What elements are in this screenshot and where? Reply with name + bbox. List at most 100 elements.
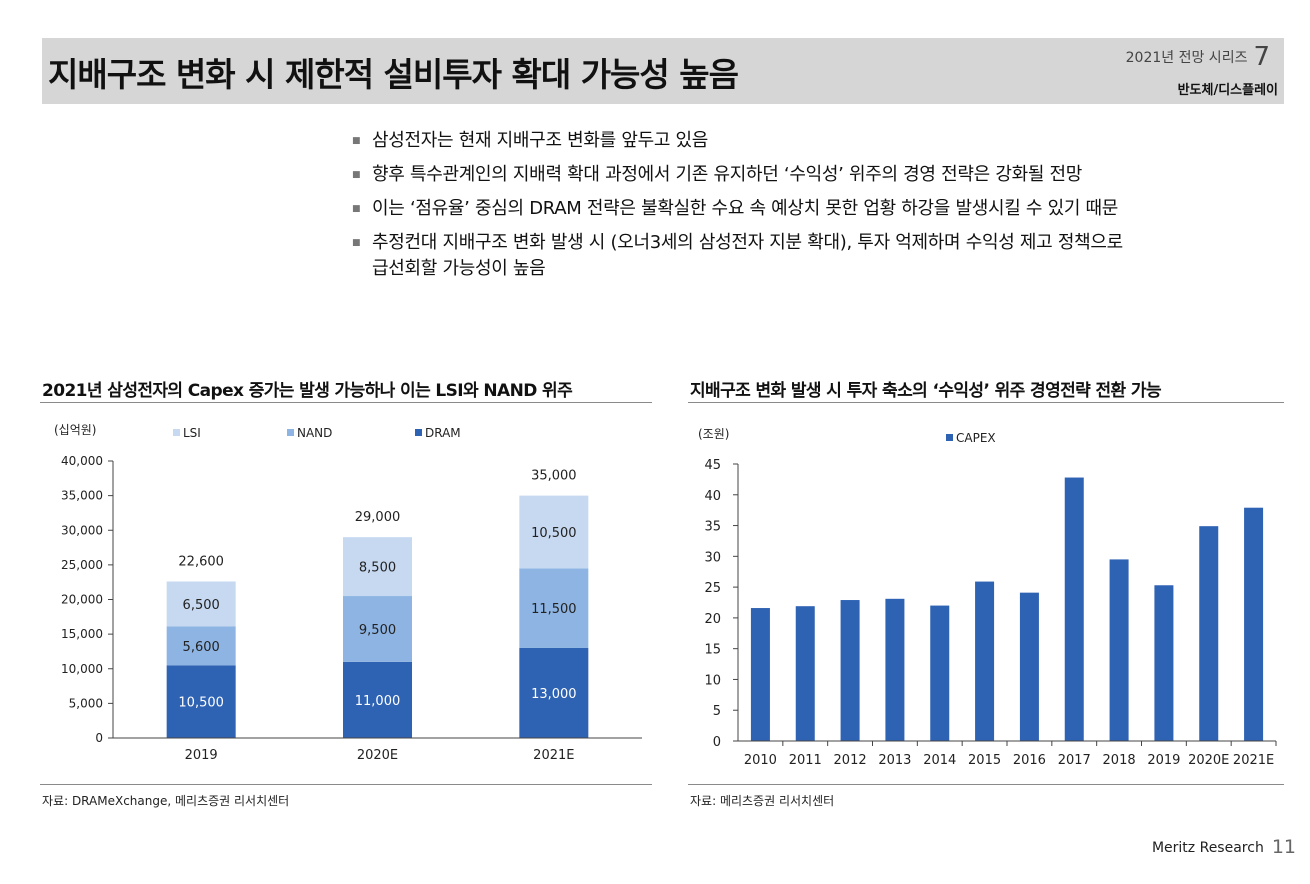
x-tick-label: 2010 <box>744 753 777 768</box>
sector-label: 반도체/디스플레이 <box>1177 83 1278 98</box>
legend-swatch-dram <box>415 429 422 436</box>
y-unit-label: (십억원) <box>54 423 96 437</box>
x-tick-label: 2011 <box>789 753 822 768</box>
source-right: 자료: 메리츠증권 리서치센터 <box>690 794 835 808</box>
bar-capex <box>1199 526 1219 741</box>
y-tick-label: 30 <box>704 550 721 565</box>
data-label-dram: 11,000 <box>355 694 401 709</box>
chart-rule-right-bottom <box>688 784 1284 785</box>
bar-lsi <box>519 495 589 569</box>
y-tick-label: 5 <box>713 704 721 719</box>
chart-title-right: 지배구조 변화 발생 시 투자 축소의 ‘수익성’ 위주 경영전략 전환 가능 <box>690 381 1162 401</box>
data-label-lsi: 10,500 <box>531 526 577 541</box>
legend-label-capex: CAPEX <box>956 431 996 445</box>
bullet-item: 삼성전자는 현재 지배구조 변화를 앞두고 있음 <box>352 124 1302 158</box>
data-label-lsi: 8,500 <box>359 561 396 576</box>
chart-title-left: 2021년 삼성전자의 Capex 증가는 발생 가능하나 이는 LSI와 NA… <box>42 381 573 401</box>
bullet-item: 향후 특수관계인의 지배력 확대 과정에서 기존 유지하던 ‘수익성’ 위주의 … <box>352 158 1302 192</box>
bar-nand <box>166 626 236 666</box>
bar-capex <box>795 606 815 741</box>
y-tick-label: 5,000 <box>69 696 103 710</box>
data-label-nand: 9,500 <box>359 623 396 638</box>
x-tick-label: 2013 <box>878 753 911 768</box>
x-tick-label: 2018 <box>1103 753 1136 768</box>
bar-capex <box>750 608 770 741</box>
bar-capex <box>1109 559 1129 741</box>
legend-swatch-nand <box>287 429 294 436</box>
series-label: 2021년 전망 시리즈 7 <box>1126 42 1270 72</box>
bar-nand <box>519 568 589 648</box>
y-tick-label: 40,000 <box>61 454 103 468</box>
x-tick-label: 2017 <box>1058 753 1091 768</box>
y-tick-label: 20 <box>704 612 721 627</box>
page-title: 지배구조 변화 시 제한적 설비투자 확대 가능성 높음 <box>48 55 739 94</box>
x-tick-label: 2015 <box>968 753 1001 768</box>
bar-lsi <box>166 581 236 627</box>
y-tick-label: 45 <box>704 458 721 473</box>
total-label: 22,600 <box>178 554 224 569</box>
source-left: 자료: DRAMeXchange, 메리츠증권 리서치센터 <box>42 794 290 808</box>
chart-rule-left-top <box>40 402 652 403</box>
data-label-dram: 13,000 <box>531 687 577 702</box>
x-tick-label: 2020E <box>1188 753 1229 768</box>
x-tick-label: 2019 <box>185 748 218 763</box>
data-label-lsi: 6,500 <box>183 598 220 613</box>
y-tick-label: 30,000 <box>61 523 103 537</box>
bar-capex <box>1064 477 1084 741</box>
series-label-text: 2021년 전망 시리즈 <box>1125 50 1248 66</box>
x-tick-label: 2020E <box>357 748 398 763</box>
bar-capex <box>885 598 905 741</box>
header-bar: 지배구조 변화 시 제한적 설비투자 확대 가능성 높음 2021년 전망 시리… <box>42 38 1284 104</box>
bar-capex <box>1154 585 1174 741</box>
chart-rule-left-bottom <box>40 784 652 785</box>
bar-dram <box>343 661 412 738</box>
footer: Meritz Research 11 <box>1152 836 1296 858</box>
y-tick-label: 0 <box>95 731 103 745</box>
bar-lsi <box>343 537 412 597</box>
x-tick-label: 2021E <box>533 748 574 763</box>
bullet-item: 이는 ‘점유율’ 중심의 DRAM 전략은 불확실한 수요 속 예상치 못한 업… <box>352 192 1302 226</box>
legend-swatch-capex <box>946 434 953 441</box>
legend-label-lsi: LSI <box>183 426 201 440</box>
bar-dram <box>519 647 589 738</box>
y-tick-label: 35,000 <box>61 489 103 503</box>
stacked-capex-chart: (십억원) LSI NAND DRAM 0 5,000 10,000 15,000 20,000… <box>54 423 642 763</box>
bar-capex <box>1244 507 1264 741</box>
y-tick-label: 25,000 <box>61 558 103 572</box>
y-tick-label: 15 <box>704 643 721 658</box>
y-tick-label: 0 <box>713 735 721 750</box>
data-label-nand: 11,500 <box>531 602 577 617</box>
x-tick-label: 2012 <box>834 753 867 768</box>
footer-brand: Meritz Research <box>1151 840 1264 856</box>
bar-dram <box>166 665 236 738</box>
legend-swatch-lsi <box>173 429 180 436</box>
bullet-text: 이는 ‘점유율’ 중심의 DRAM 전략은 불확실한 수요 속 예상치 못한 업… <box>372 198 1119 219</box>
bullet-text: 삼성전자는 현재 지배구조 변화를 앞두고 있음 <box>372 130 709 151</box>
chart-rule-right-top <box>688 402 1284 403</box>
series-number: 7 <box>1253 42 1270 72</box>
y-tick-label: 15,000 <box>61 627 103 641</box>
bar-capex <box>840 600 860 741</box>
bar-nand <box>343 596 412 662</box>
legend-label-nand: NAND <box>297 426 332 440</box>
bullet-item: 추정컨대 지배구조 변화 발생 시 (오너3세의 삼성전자 지분 확대), 투자… <box>352 226 1302 282</box>
data-label-nand: 5,600 <box>183 640 220 655</box>
legend-label-dram: DRAM <box>425 426 461 440</box>
data-label-dram: 10,500 <box>178 696 224 711</box>
bullet-text: 향후 특수관계인의 지배력 확대 과정에서 기존 유지하던 ‘수익성’ 위주의 … <box>372 164 1083 185</box>
bullet-text: 추정컨대 지배구조 변화 발생 시 (오너3세의 삼성전자 지분 확대), 투자… <box>372 232 1123 253</box>
bullet-list: 삼성전자는 현재 지배구조 변화를 앞두고 있음 향후 특수관계인의 지배력 확… <box>352 124 1302 282</box>
y-tick-label: 25 <box>704 581 721 596</box>
x-tick-label: 2014 <box>923 753 956 768</box>
y-tick-label: 35 <box>704 520 721 535</box>
y-tick-label: 20,000 <box>61 593 103 607</box>
bullet-text-continued: 급선회할 가능성이 높음 <box>372 258 546 279</box>
x-tick-label: 2019 <box>1147 753 1180 768</box>
y-tick-label: 10 <box>704 673 721 688</box>
x-tick-label: 2016 <box>1013 753 1046 768</box>
y-tick-label: 40 <box>704 489 721 504</box>
total-label: 35,000 <box>531 469 577 484</box>
bar-capex <box>930 605 950 741</box>
bar-capex <box>1019 592 1039 741</box>
page-number: 11 <box>1271 836 1296 858</box>
